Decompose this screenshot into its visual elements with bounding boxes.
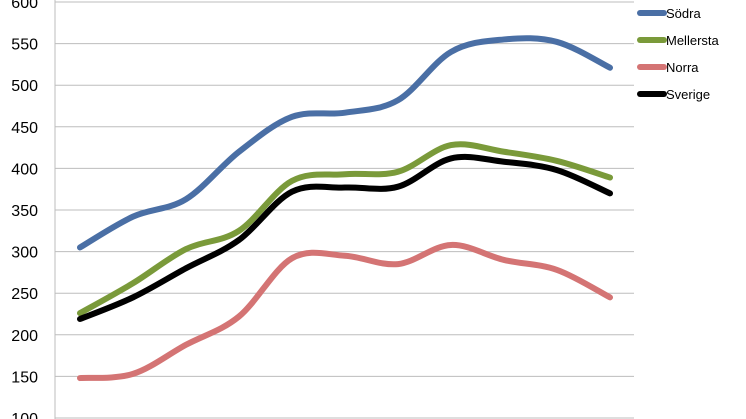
gridlines xyxy=(55,1,634,419)
y-tick-label: 450 xyxy=(11,120,38,137)
series-line-sverige xyxy=(77,153,613,322)
y-tick-label: 500 xyxy=(11,78,38,95)
legend-label-mellersta: Mellersta xyxy=(666,33,720,48)
y-tick-label: 400 xyxy=(11,161,38,178)
legend: Södra Mellersta Norra Sverige xyxy=(637,6,720,102)
y-axis: 100 150 200 250 300 350 400 450 500 550 600 xyxy=(11,0,56,419)
y-tick-label: 100 xyxy=(11,411,38,419)
series-line-norra xyxy=(77,241,613,382)
y-tick-label: 250 xyxy=(11,286,38,303)
y-tick-label: 600 xyxy=(11,0,38,12)
series-lines xyxy=(77,35,613,382)
series-line-mellersta xyxy=(77,141,613,317)
y-tick-label: 150 xyxy=(11,369,38,386)
y-tick-label: 200 xyxy=(11,328,38,345)
legend-label-s-dra: Södra xyxy=(666,6,701,21)
legend-label-norra: Norra xyxy=(666,60,699,75)
y-tick-label: 300 xyxy=(11,245,38,262)
series-line-s-dra xyxy=(77,35,613,251)
legend-label-sverige: Sverige xyxy=(666,87,710,102)
y-tick-label: 550 xyxy=(11,37,38,54)
y-tick-label: 350 xyxy=(11,203,38,220)
